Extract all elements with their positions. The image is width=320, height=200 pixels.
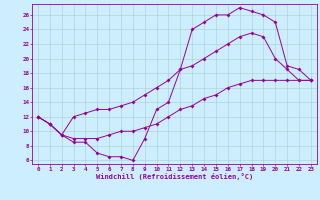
X-axis label: Windchill (Refroidissement éolien,°C): Windchill (Refroidissement éolien,°C) bbox=[96, 173, 253, 180]
